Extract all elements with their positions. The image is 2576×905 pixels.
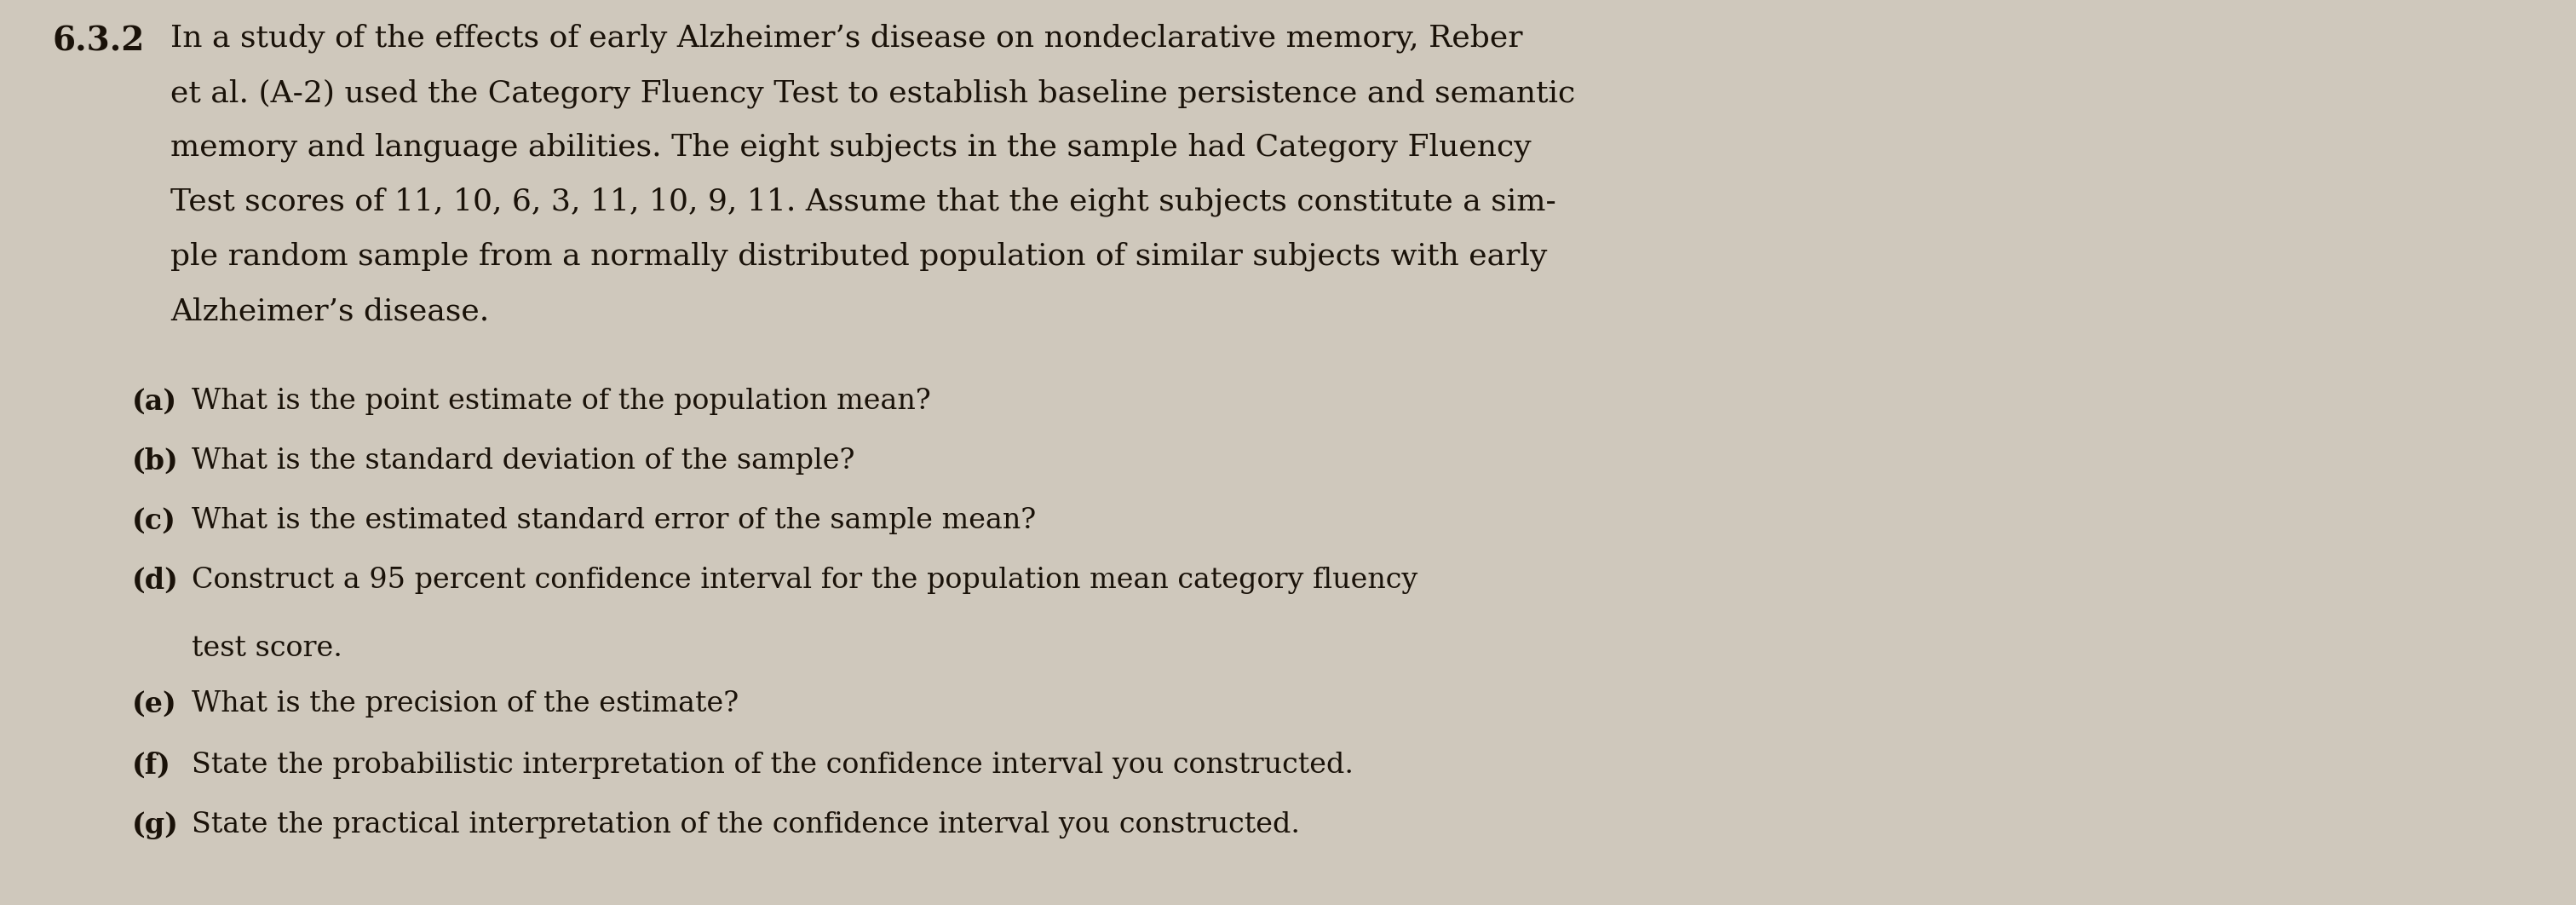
Text: What is the standard deviation of the sample?: What is the standard deviation of the sa…	[191, 447, 855, 474]
Text: In a study of the effects of early Alzheimer’s disease on nondeclarative memory,: In a study of the effects of early Alzhe…	[170, 24, 1522, 53]
Text: Construct a 95 percent confidence interval for the population mean category flue: Construct a 95 percent confidence interv…	[191, 567, 1417, 594]
Text: State the probabilistic interpretation of the confidence interval you constructe: State the probabilistic interpretation o…	[191, 752, 1352, 779]
Text: What is the estimated standard error of the sample mean?: What is the estimated standard error of …	[191, 507, 1036, 534]
Text: memory and language abilities. The eight subjects in the sample had Category Flu: memory and language abilities. The eight…	[170, 133, 1530, 162]
Text: What is the point estimate of the population mean?: What is the point estimate of the popula…	[191, 387, 930, 415]
Text: State the practical interpretation of the confidence interval you constructed.: State the practical interpretation of th…	[191, 811, 1301, 839]
Text: (c): (c)	[131, 507, 175, 535]
Text: et al. (A-2) used the Category Fluency Test to establish baseline persistence an: et al. (A-2) used the Category Fluency T…	[170, 79, 1577, 108]
Text: (f): (f)	[131, 752, 170, 780]
Text: (d): (d)	[131, 567, 178, 595]
Text: Test scores of 11, 10, 6, 3, 11, 10, 9, 11. Assume that the eight subjects const: Test scores of 11, 10, 6, 3, 11, 10, 9, …	[170, 187, 1556, 217]
Text: test score.: test score.	[191, 635, 343, 662]
Text: What is the precision of the estimate?: What is the precision of the estimate?	[191, 691, 739, 718]
Text: (a): (a)	[131, 387, 178, 416]
Text: Alzheimer’s disease.: Alzheimer’s disease.	[170, 297, 489, 326]
Text: (b): (b)	[131, 447, 178, 475]
Text: (g): (g)	[131, 811, 178, 839]
Text: 6.3.2: 6.3.2	[54, 25, 144, 58]
Text: ple random sample from a normally distributed population of similar subjects wit: ple random sample from a normally distri…	[170, 242, 1548, 272]
Text: (e): (e)	[131, 691, 178, 719]
